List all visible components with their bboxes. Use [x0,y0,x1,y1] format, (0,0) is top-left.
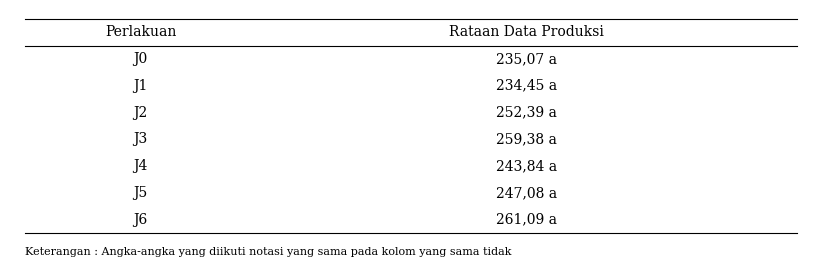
Text: J4: J4 [133,159,148,173]
Text: Rataan Data Produksi: Rataan Data Produksi [450,25,604,39]
Text: J5: J5 [133,186,148,200]
Text: Perlakuan: Perlakuan [105,25,176,39]
Text: Keterangan : Angka-angka yang diikuti notasi yang sama pada kolom yang sama tida: Keterangan : Angka-angka yang diikuti no… [25,247,511,256]
Text: 252,39 a: 252,39 a [496,106,557,120]
Text: J3: J3 [133,132,148,146]
Text: 243,84 a: 243,84 a [496,159,557,173]
Text: 235,07 a: 235,07 a [496,52,557,66]
Text: J0: J0 [133,52,148,66]
Text: J1: J1 [133,79,148,93]
Text: J6: J6 [133,213,148,227]
Text: J2: J2 [133,106,148,120]
Text: 259,38 a: 259,38 a [496,132,557,146]
Text: 234,45 a: 234,45 a [496,79,557,93]
Text: 261,09 a: 261,09 a [496,213,557,227]
Text: 247,08 a: 247,08 a [496,186,557,200]
